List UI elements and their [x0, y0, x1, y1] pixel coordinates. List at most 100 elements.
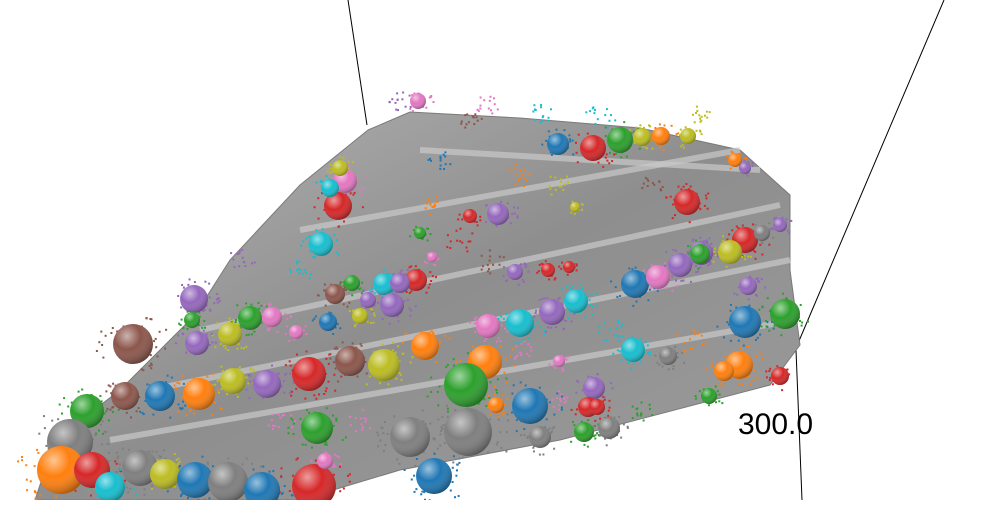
point-cloud-dot — [433, 264, 435, 266]
cluster-sphere — [253, 370, 281, 398]
point-cloud-dot — [773, 328, 775, 330]
point-cloud-dot — [383, 269, 385, 271]
point-cloud-dot — [177, 295, 179, 297]
point-cloud-dot — [272, 428, 274, 430]
point-cloud-dot — [439, 168, 441, 170]
point-cloud-dot — [287, 427, 289, 429]
point-cloud-dot — [339, 466, 341, 468]
point-cloud-dot — [227, 458, 229, 460]
point-cloud-dot — [412, 356, 414, 358]
point-cloud-dot — [420, 493, 422, 495]
point-cloud-dot — [474, 113, 476, 115]
point-cloud-dot — [342, 439, 344, 441]
point-cloud-dot — [758, 281, 760, 283]
cluster-sphere — [574, 422, 594, 442]
point-cloud-dot — [177, 382, 179, 384]
point-cloud-dot — [314, 256, 316, 258]
point-cloud-dot — [296, 269, 298, 271]
point-cloud-dot — [101, 444, 103, 446]
point-cloud-dot — [397, 109, 399, 111]
point-cloud-dot — [384, 421, 386, 423]
point-cloud-dot — [758, 309, 760, 311]
point-cloud-dot — [382, 318, 384, 320]
point-cloud-dot — [326, 444, 328, 446]
cluster-sphere — [680, 128, 696, 144]
cluster-sphere — [180, 285, 208, 313]
point-cloud-dot — [699, 390, 701, 392]
point-cloud-dot — [377, 445, 379, 447]
point-cloud-dot — [112, 411, 114, 413]
point-cloud-dot — [182, 401, 184, 403]
point-cloud-dot — [704, 115, 706, 117]
point-cloud-dot — [594, 420, 596, 422]
point-cloud-dot — [675, 280, 677, 282]
point-cloud-dot — [671, 125, 673, 127]
point-cloud-dot — [244, 265, 246, 267]
point-cloud-dot — [637, 414, 639, 416]
point-cloud-dot — [187, 284, 189, 286]
point-cloud-dot — [108, 419, 110, 421]
point-cloud-dot — [548, 120, 550, 122]
point-cloud-dot — [696, 110, 698, 112]
point-cloud-dot — [237, 343, 239, 345]
point-cloud-dot — [292, 475, 294, 477]
point-cloud-dot — [285, 333, 287, 335]
point-cloud-dot — [743, 345, 745, 347]
point-cloud-dot — [425, 207, 427, 209]
point-cloud-dot — [171, 377, 173, 379]
point-cloud-dot — [299, 261, 301, 263]
point-cloud-dot — [548, 278, 550, 280]
point-cloud-dot — [167, 375, 169, 377]
point-cloud-dot — [499, 431, 501, 433]
point-cloud-dot — [128, 449, 130, 451]
point-cloud-dot — [489, 100, 491, 102]
point-cloud-dot — [715, 401, 717, 403]
point-cloud-dot — [673, 249, 675, 251]
point-cloud-dot — [109, 409, 111, 411]
point-cloud-dot — [692, 347, 694, 349]
point-cloud-dot — [334, 465, 336, 467]
point-cloud-dot — [397, 316, 399, 318]
point-cloud-dot — [560, 181, 562, 183]
point-cloud-dot — [142, 369, 144, 371]
point-cloud-dot — [514, 184, 516, 186]
point-cloud-dot — [481, 255, 483, 257]
point-cloud-dot — [354, 324, 356, 326]
point-cloud-dot — [488, 108, 490, 110]
point-cloud-dot — [293, 423, 295, 425]
point-cloud-dot — [701, 116, 703, 118]
point-cloud-dot — [513, 206, 515, 208]
point-cloud-dot — [636, 408, 638, 410]
point-cloud-dot — [589, 299, 591, 301]
point-cloud-dot — [149, 365, 151, 367]
point-cloud-dot — [757, 278, 759, 280]
point-cloud-dot — [175, 387, 177, 389]
point-cloud-dot — [513, 384, 515, 386]
point-cloud-dot — [180, 307, 182, 309]
point-cloud-dot — [415, 226, 417, 228]
point-cloud-dot — [278, 426, 280, 428]
point-cloud-dot — [651, 139, 653, 141]
point-cloud-dot — [458, 462, 460, 464]
point-cloud-dot — [533, 316, 535, 318]
point-cloud-dot — [752, 165, 754, 167]
point-cloud-dot — [550, 327, 552, 329]
point-cloud-dot — [422, 410, 424, 412]
point-cloud-dot — [748, 305, 750, 307]
point-cloud-dot — [647, 352, 649, 354]
point-cloud-dot — [546, 297, 548, 299]
point-cloud-dot — [594, 109, 596, 111]
point-cloud-dot — [212, 373, 214, 375]
point-cloud-dot — [280, 475, 282, 477]
point-cloud-dot — [530, 346, 532, 348]
point-cloud-dot — [675, 250, 677, 252]
point-cloud-dot — [456, 469, 458, 471]
point-cloud-dot — [442, 428, 444, 430]
point-cloud-dot — [521, 343, 523, 345]
point-cloud-dot — [458, 458, 460, 460]
point-cloud-dot — [581, 203, 583, 205]
cluster-sphere — [444, 363, 488, 407]
point-cloud-dot — [503, 411, 505, 413]
